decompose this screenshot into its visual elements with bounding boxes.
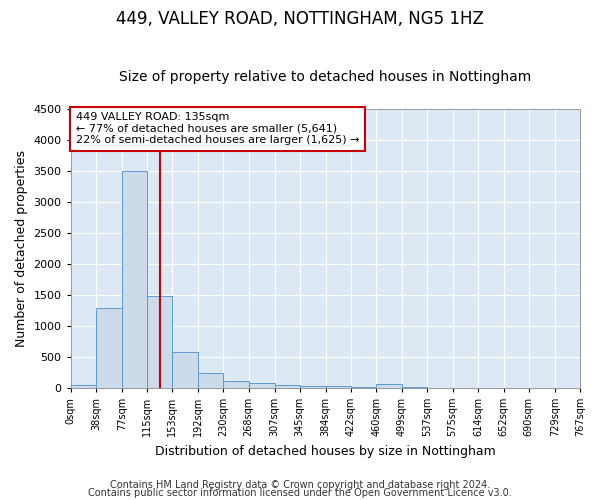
Bar	[96, 308, 122, 388]
Bar	[223, 380, 248, 388]
Bar	[198, 373, 223, 388]
Bar	[122, 171, 147, 388]
Title: Size of property relative to detached houses in Nottingham: Size of property relative to detached ho…	[119, 70, 532, 85]
Bar	[376, 384, 402, 388]
Text: 449, VALLEY ROAD, NOTTINGHAM, NG5 1HZ: 449, VALLEY ROAD, NOTTINGHAM, NG5 1HZ	[116, 10, 484, 28]
X-axis label: Distribution of detached houses by size in Nottingham: Distribution of detached houses by size …	[155, 444, 496, 458]
Text: Contains HM Land Registry data © Crown copyright and database right 2024.: Contains HM Land Registry data © Crown c…	[110, 480, 490, 490]
Bar	[71, 384, 96, 388]
Bar	[326, 386, 351, 388]
Bar	[275, 384, 300, 388]
Text: 449 VALLEY ROAD: 135sqm
← 77% of detached houses are smaller (5,641)
22% of semi: 449 VALLEY ROAD: 135sqm ← 77% of detache…	[76, 112, 359, 146]
Bar	[147, 296, 172, 388]
Bar	[300, 386, 326, 388]
Bar	[351, 387, 376, 388]
Text: Contains public sector information licensed under the Open Government Licence v3: Contains public sector information licen…	[88, 488, 512, 498]
Bar	[248, 382, 275, 388]
Y-axis label: Number of detached properties: Number of detached properties	[15, 150, 28, 347]
Bar	[172, 352, 198, 388]
